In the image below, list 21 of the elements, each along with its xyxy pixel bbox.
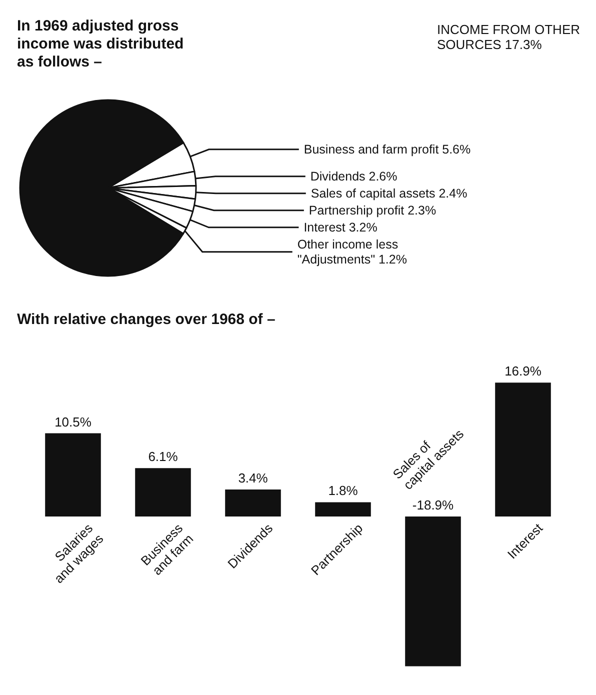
bar (405, 516, 461, 666)
data-label: 16.9% (504, 364, 542, 379)
slice-label: Dividends 2.6% (310, 169, 398, 184)
data-label: 3.4% (238, 470, 268, 486)
data-label: 10.5% (54, 414, 92, 430)
slice-label: Sales of capital assets 2.4% (310, 186, 468, 200)
slice-label: Interest 3.2% (304, 220, 378, 234)
data-label: -18.9% (412, 498, 454, 512)
bar (135, 468, 191, 516)
data-label: 6.1% (148, 449, 178, 464)
slice-label: Partnership profit 2.3% (308, 203, 436, 218)
bar (495, 382, 551, 516)
slice-label: Business and farm profit 5.6% (304, 142, 471, 156)
chart-title: With relative changes over 1968 of – (17, 311, 276, 328)
text: INCOME FROM OTHER SOURCES 17.3% (437, 22, 580, 52)
bar (315, 502, 371, 516)
bar (45, 433, 101, 516)
slice-label: Other income less "Adjustments" 1.2% (297, 237, 407, 266)
chart-title: In 1969 adjusted gross income was distributed as follows – (17, 18, 184, 70)
bar (225, 490, 281, 516)
data-label: 1.8% (328, 483, 358, 498)
